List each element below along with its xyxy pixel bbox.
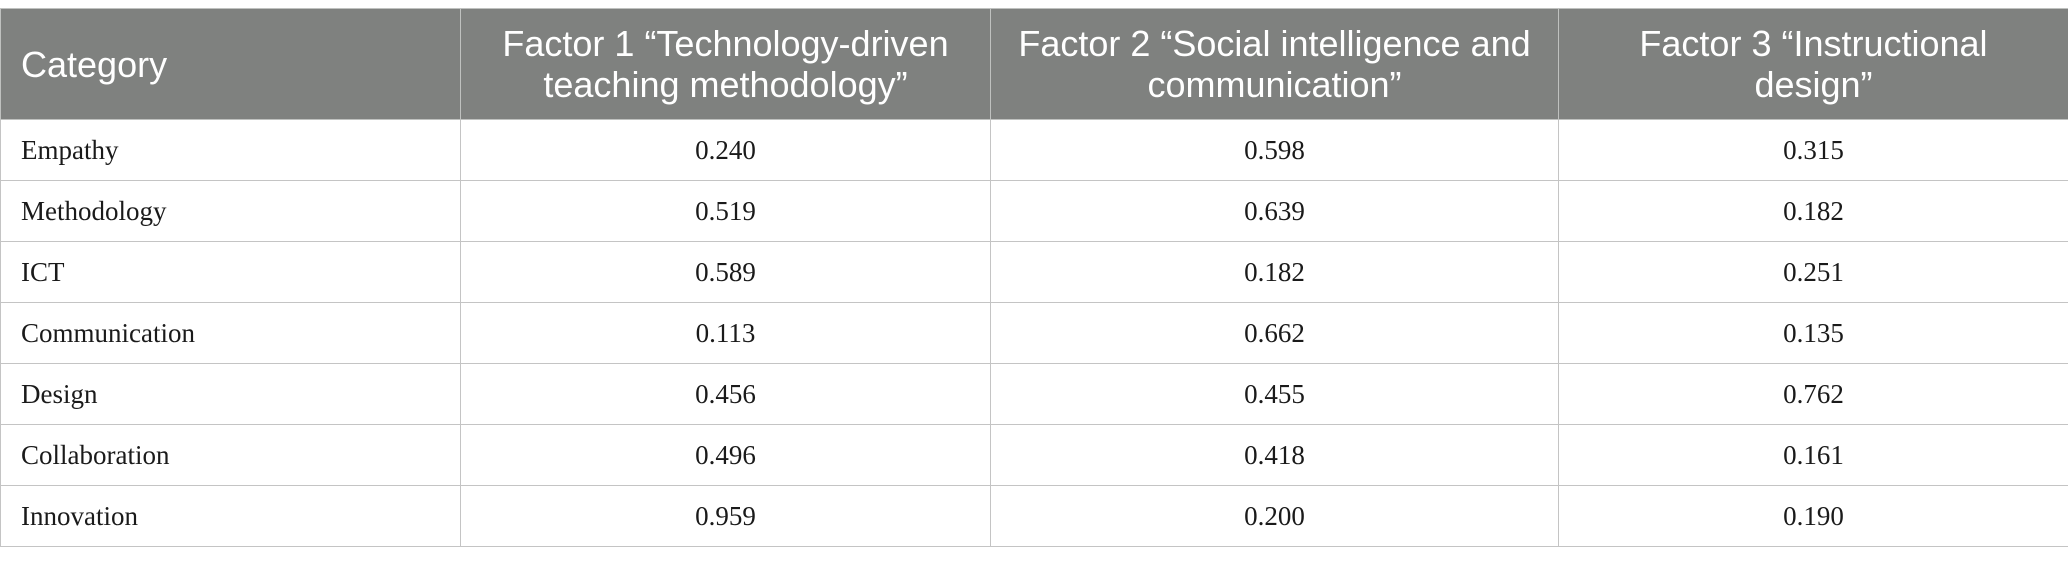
table-row: Communication 0.113 0.662 0.135 [0,302,2068,364]
factor-1-cell: 0.589 [460,241,991,303]
factor-2-cell: 0.662 [990,302,1559,364]
factor-3-cell: 0.161 [1558,424,2068,486]
factor-loadings-table-container: Category Factor 1 “Technology-driven tea… [0,8,2068,547]
row-category-cell: Communication [0,302,461,364]
table-header: Category Factor 1 “Technology-driven tea… [0,8,2068,120]
table-row: Collaboration 0.496 0.418 0.161 [0,424,2068,486]
factor-3-cell: 0.190 [1558,485,2068,547]
table-row: ICT 0.589 0.182 0.251 [0,241,2068,303]
factor-3-cell: 0.315 [1558,119,2068,181]
row-category-cell: Methodology [0,180,461,242]
factor-1-cell: 0.113 [460,302,991,364]
table-row: Design 0.456 0.455 0.762 [0,363,2068,425]
row-category-cell: Innovation [0,485,461,547]
row-category-cell: Design [0,363,461,425]
factor-2-cell: 0.598 [990,119,1559,181]
table-row: Innovation 0.959 0.200 0.190 [0,485,2068,547]
row-category-cell: Empathy [0,119,461,181]
header-factor-3: Factor 3 “Instructional design” [1558,8,2068,120]
header-factor-1: Factor 1 “Technology-driven teaching met… [460,8,991,120]
factor-3-cell: 0.135 [1558,302,2068,364]
table-row: Empathy 0.240 0.598 0.315 [0,119,2068,181]
row-category-cell: Collaboration [0,424,461,486]
factor-3-cell: 0.762 [1558,363,2068,425]
factor-2-cell: 0.639 [990,180,1559,242]
factor-2-cell: 0.455 [990,363,1559,425]
table-row: Methodology 0.519 0.639 0.182 [0,180,2068,242]
factor-3-cell: 0.251 [1558,241,2068,303]
factor-2-cell: 0.200 [990,485,1559,547]
factor-2-cell: 0.182 [990,241,1559,303]
row-category-cell: ICT [0,241,461,303]
factor-1-cell: 0.456 [460,363,991,425]
header-factor-2: Factor 2 “Social intelligence and commun… [990,8,1559,120]
factor-2-cell: 0.418 [990,424,1559,486]
factor-1-cell: 0.496 [460,424,991,486]
header-row: Category Factor 1 “Technology-driven tea… [0,8,2068,120]
table-body: Empathy 0.240 0.598 0.315 Methodology 0.… [0,119,2068,547]
factor-1-cell: 0.240 [460,119,991,181]
factor-3-cell: 0.182 [1558,180,2068,242]
header-category: Category [0,8,461,120]
factor-1-cell: 0.519 [460,180,991,242]
factor-loadings-table: Category Factor 1 “Technology-driven tea… [0,8,2068,547]
factor-1-cell: 0.959 [460,485,991,547]
